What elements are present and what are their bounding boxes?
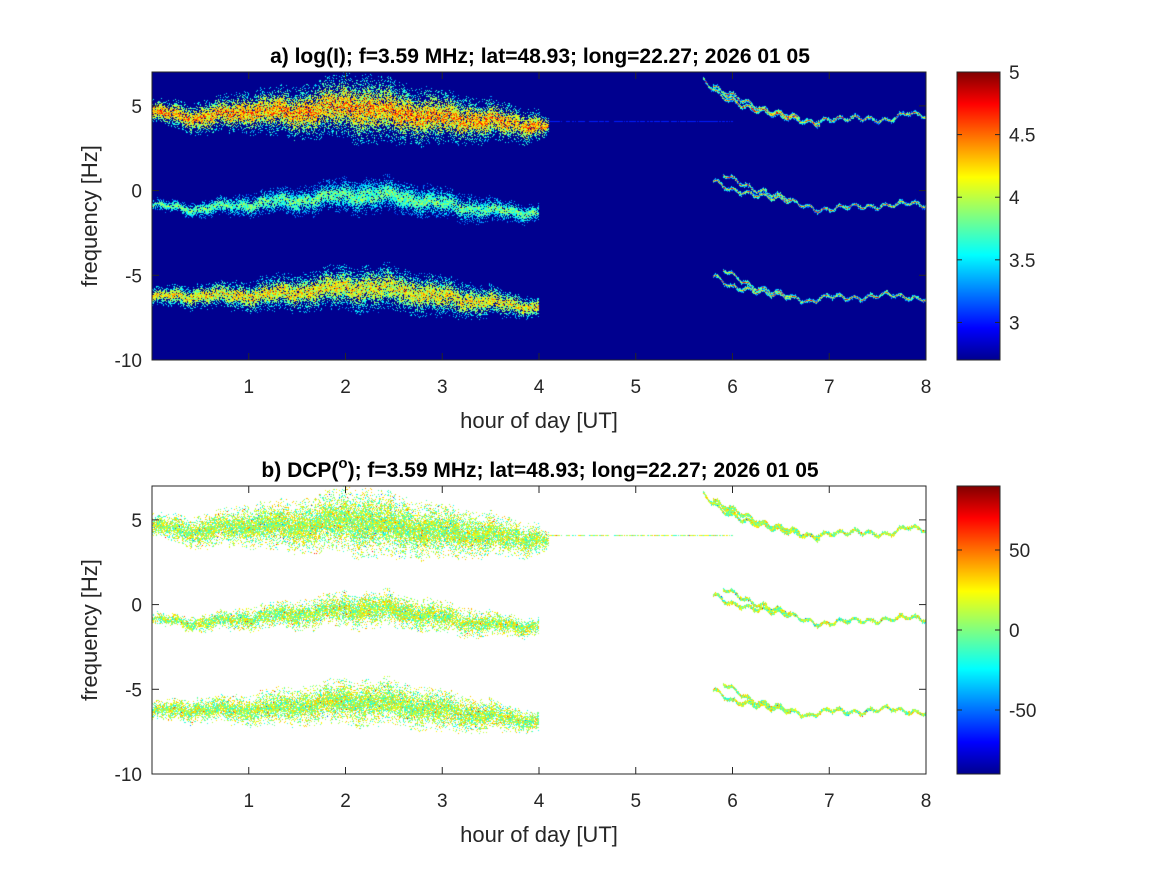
y-tick-label: 5 bbox=[131, 97, 142, 118]
panel-b-xlabel: hour of day [UT] bbox=[460, 822, 618, 847]
panel-b-heatmap bbox=[152, 486, 926, 774]
panel-a-colorbar bbox=[957, 72, 1000, 360]
panel-a: a) log(I); f=3.59 MHz; lat=48.93; long=2… bbox=[77, 45, 1035, 433]
panel-b-colorbar bbox=[957, 486, 1000, 774]
x-tick-label: 1 bbox=[243, 791, 254, 812]
panel-a-heatmap bbox=[152, 72, 926, 360]
y-tick-label: -10 bbox=[115, 351, 142, 372]
colorbar-tick-label: 5 bbox=[1009, 63, 1020, 84]
panel-b-title-suffix: ); f=3.59 MHz; lat=48.93; long=22.27; 20… bbox=[348, 459, 819, 482]
y-tick-label: 0 bbox=[131, 596, 142, 617]
panel-b-title-prefix: b) DCP( bbox=[261, 459, 338, 482]
x-tick-label: 7 bbox=[824, 377, 835, 398]
panel-a-title: a) log(I); f=3.59 MHz; lat=48.93; long=2… bbox=[270, 45, 810, 68]
x-tick-label: 7 bbox=[824, 791, 835, 812]
panel-a-xlabel: hour of day [UT] bbox=[460, 408, 618, 433]
x-tick-label: 6 bbox=[727, 791, 738, 812]
colorbar-tick-label: 4 bbox=[1009, 188, 1020, 209]
x-tick-label: 5 bbox=[630, 791, 641, 812]
y-tick-label: 5 bbox=[131, 511, 142, 532]
colorbar-tick-label: 50 bbox=[1009, 541, 1030, 562]
panel-a-colorbar-frame bbox=[956, 71, 1001, 361]
panel-b-title: b) DCP(o); f=3.59 MHz; lat=48.93; long=2… bbox=[261, 455, 818, 482]
panel-b-colorbar-ticks: -50 0 50 bbox=[957, 541, 1036, 722]
x-tick-label: 3 bbox=[437, 791, 448, 812]
x-tick-label: 3 bbox=[437, 377, 448, 398]
panel-a-colorbar-ticks: 3 3.5 4 4.5 5 bbox=[957, 63, 1035, 334]
colorbar-tick-label: 3.5 bbox=[1009, 251, 1035, 272]
colorbar-tick-label: 0 bbox=[1009, 621, 1020, 642]
colorbar-tick-label: 3 bbox=[1009, 313, 1020, 334]
x-tick-label: 4 bbox=[534, 791, 545, 812]
panel-b-ylabel: frequency [Hz] bbox=[77, 559, 102, 701]
x-tick-label: 4 bbox=[534, 377, 545, 398]
colorbar-tick-label: 4.5 bbox=[1009, 126, 1035, 147]
panel-a-ticks: 1 2 3 4 5 6 7 8 -10 -5 0 5 bbox=[115, 72, 932, 398]
y-tick-label: -5 bbox=[125, 680, 142, 701]
panel-a-ylabel: frequency [Hz] bbox=[77, 145, 102, 287]
y-tick-label: -10 bbox=[115, 765, 142, 786]
x-tick-label: 8 bbox=[921, 377, 932, 398]
x-tick-label: 2 bbox=[340, 377, 351, 398]
panel-b: b) DCP(o); f=3.59 MHz; lat=48.93; long=2… bbox=[77, 455, 1036, 847]
x-tick-label: 6 bbox=[727, 377, 738, 398]
x-tick-label: 8 bbox=[921, 791, 932, 812]
y-tick-label: 0 bbox=[131, 182, 142, 203]
x-tick-label: 1 bbox=[243, 377, 254, 398]
x-tick-label: 2 bbox=[340, 791, 351, 812]
colorbar-tick-label: -50 bbox=[1009, 701, 1036, 722]
panel-b-ticks: 1 2 3 4 5 6 7 8 -10 -5 0 5 bbox=[115, 486, 932, 812]
panel-b-title-superscript: o bbox=[338, 455, 347, 472]
x-tick-label: 5 bbox=[630, 377, 641, 398]
y-tick-label: -5 bbox=[125, 266, 142, 287]
